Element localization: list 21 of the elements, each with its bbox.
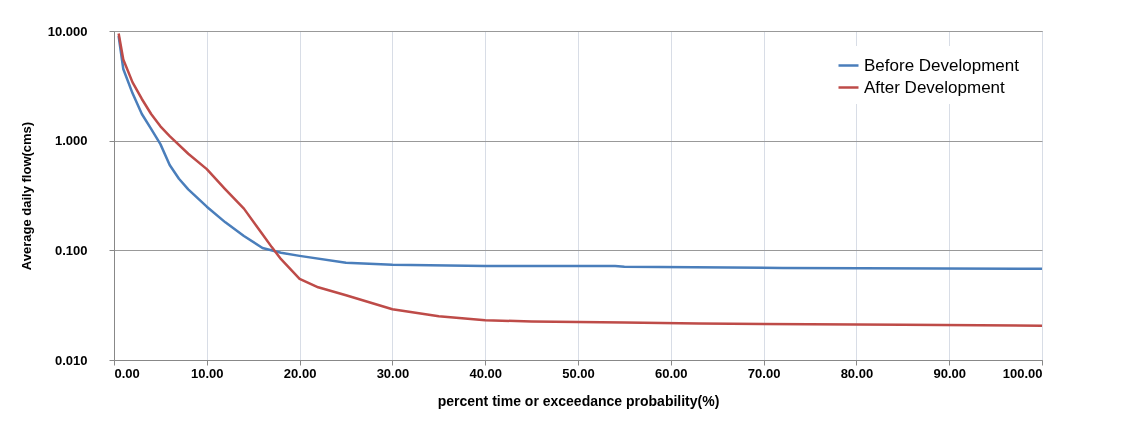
line-series (117, 32, 1044, 328)
x-tick-label: 100.00 (1002, 365, 1043, 381)
y-axis-title: Average daily flow(cms) (18, 121, 34, 271)
x-tick-label: 10.00 (191, 365, 224, 381)
line-series (117, 34, 1044, 270)
legend-label: After Development (864, 77, 1006, 97)
legend-label: Before Development (864, 55, 1020, 75)
y-tick-label: 1.000 (54, 133, 88, 149)
x-tick-label: 30.00 (376, 365, 410, 381)
x-tick-label: 0.00 (114, 365, 140, 381)
x-tick-label: 80.00 (840, 365, 874, 381)
x-axis-title: percent time or exceedance probability(%) (437, 392, 720, 409)
x-tick-label: 50.00 (562, 365, 595, 381)
y-tick-label: 0.010 (54, 352, 88, 368)
x-tick-label: 20.00 (283, 365, 317, 381)
x-tick-label: 40.00 (469, 365, 502, 381)
x-tick-label: 90.00 (933, 365, 966, 381)
x-tick-label: 60.00 (655, 365, 688, 381)
y-tick-label: 0.100 (54, 242, 88, 258)
x-tick-label: 70.00 (747, 365, 781, 381)
y-tick-label: 10.000 (47, 23, 88, 39)
